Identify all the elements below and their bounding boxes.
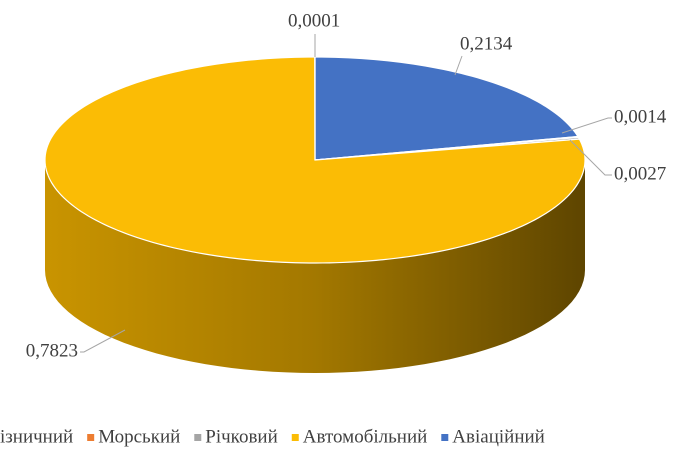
leader-line (569, 139, 612, 176)
data-label: 0,0001 (288, 10, 340, 31)
legend-label: Річковий (205, 426, 277, 447)
legend-marker (291, 434, 299, 441)
legend-marker (194, 434, 202, 441)
legend-label: Автомобільний (303, 426, 428, 447)
pie (44, 56, 586, 373)
data-label: 0,2134 (460, 33, 513, 54)
legend-marker (441, 434, 449, 441)
leader-line (561, 117, 612, 134)
pie-slice (314, 56, 579, 161)
legend-marker (87, 434, 95, 441)
leader-line (80, 329, 126, 353)
data-label: 0,0027 (614, 163, 666, 184)
data-labels: 0,0001 0,0014 0,0027 0,7823 0,2134 (26, 10, 667, 361)
leader-line (454, 55, 463, 76)
data-label: 0,0014 (614, 106, 667, 127)
data-label: 0,7823 (26, 340, 78, 361)
legend: ізничний Морський Річковий Автомобільний Аві… (0, 426, 545, 447)
legend-label: Морський (98, 426, 180, 447)
legend-label: Авіаційний (452, 426, 545, 447)
pie-side (45, 160, 585, 373)
legend-label: ізничний (0, 426, 73, 447)
